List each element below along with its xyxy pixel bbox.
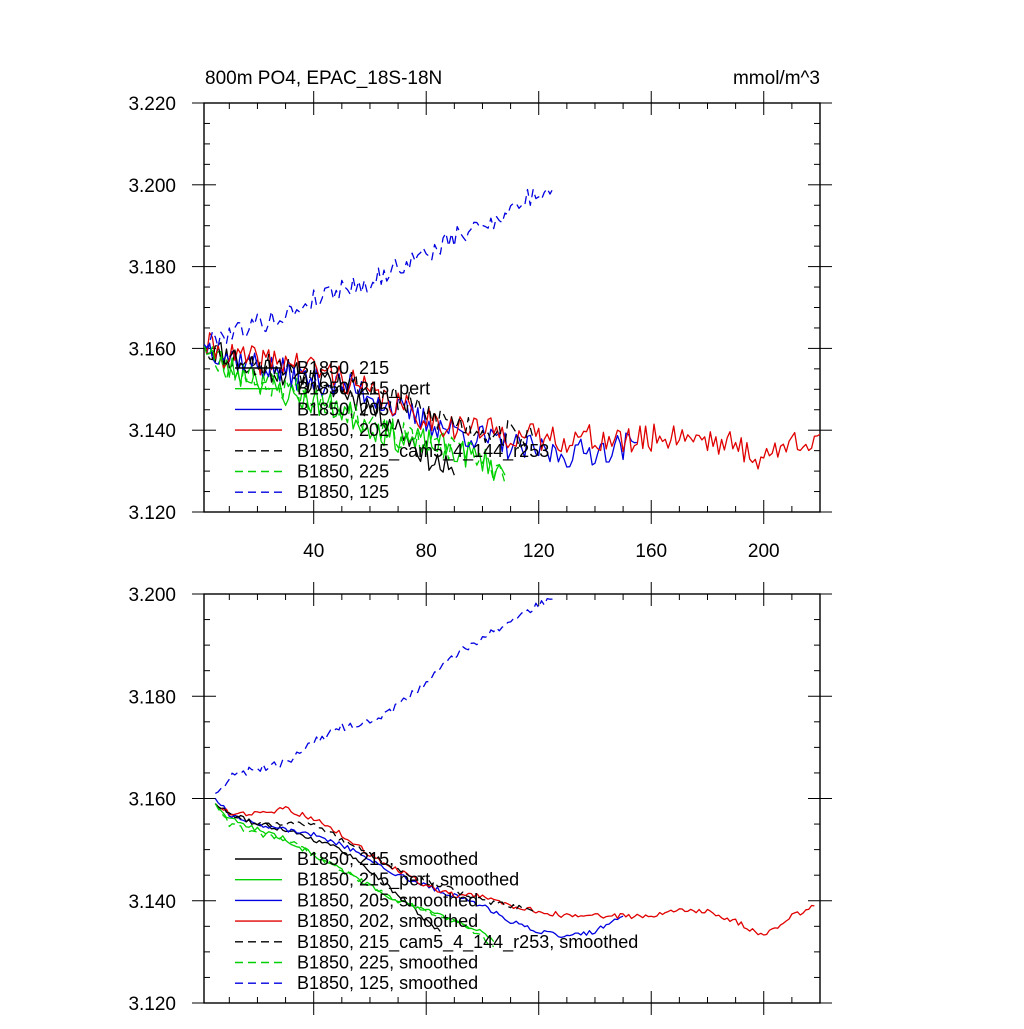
legend-label: B1850, 205, smoothed xyxy=(297,890,478,910)
series-line xyxy=(214,803,441,932)
series-line xyxy=(204,187,554,349)
y-tick-label: 3.160 xyxy=(128,790,176,811)
legend-label: B1850, 125 xyxy=(297,482,389,502)
x-tick-label: 80 xyxy=(416,541,437,562)
series-line xyxy=(204,344,534,449)
series-line xyxy=(214,803,815,936)
series-line xyxy=(204,344,506,484)
legend-label: B1850, 125, smoothed xyxy=(297,973,478,993)
series-line xyxy=(214,803,534,912)
y-tick-label: 3.140 xyxy=(128,892,176,913)
y-tick-label: 3.120 xyxy=(128,503,176,524)
legend-label: B1850, 205 xyxy=(297,399,389,419)
series-line xyxy=(204,332,820,470)
y-tick-label: 3.160 xyxy=(128,339,176,360)
legend-label: B1850, 202 xyxy=(297,420,389,440)
legend-label: B1850, 215, smoothed xyxy=(297,849,478,869)
units-label: mmol/m^3 xyxy=(733,68,820,89)
legend-label: B1850, 215 xyxy=(297,358,389,378)
chart-title: 800m PO4, EPAC_18S-18N xyxy=(205,68,442,89)
legend-label: B1850, 225 xyxy=(297,462,389,482)
legend-label: B1850, 215_cam5_4_144_r253, smoothed xyxy=(297,932,638,953)
y-tick-label: 3.140 xyxy=(128,421,176,442)
series-line xyxy=(214,803,495,948)
legend-label: B1850, 215_pert, smoothed xyxy=(297,870,519,891)
x-tick-label: 200 xyxy=(748,541,780,562)
y-tick-label: 3.220 xyxy=(128,94,176,115)
legend-label: B1850, 215_cam5_4_144_r253 xyxy=(297,441,549,462)
y-tick-label: 3.200 xyxy=(128,585,176,606)
x-tick-label: 40 xyxy=(303,541,324,562)
x-tick-label: 160 xyxy=(635,541,667,562)
legend-label: B1850, 225, smoothed xyxy=(297,953,478,973)
legend-label: B1850, 215_pert xyxy=(297,379,430,400)
y-tick-label: 3.200 xyxy=(128,176,176,197)
series-group xyxy=(214,597,815,948)
y-tick-label: 3.120 xyxy=(128,994,176,1015)
series-line xyxy=(214,597,553,794)
y-tick-label: 3.180 xyxy=(128,258,176,279)
x-tick-label: 120 xyxy=(523,541,555,562)
panel-top: 40 80 120 160 200 3.120 3.140 3.160 3.180 3.200 3.… xyxy=(128,91,832,562)
series-group xyxy=(204,187,820,484)
panel-bottom: 3.120 3.140 3.160 3.180 3.200 B1850, 215, smo… xyxy=(128,582,832,1015)
y-tick-label: 3.180 xyxy=(128,687,176,708)
legend-label: B1850, 202, smoothed xyxy=(297,911,478,931)
